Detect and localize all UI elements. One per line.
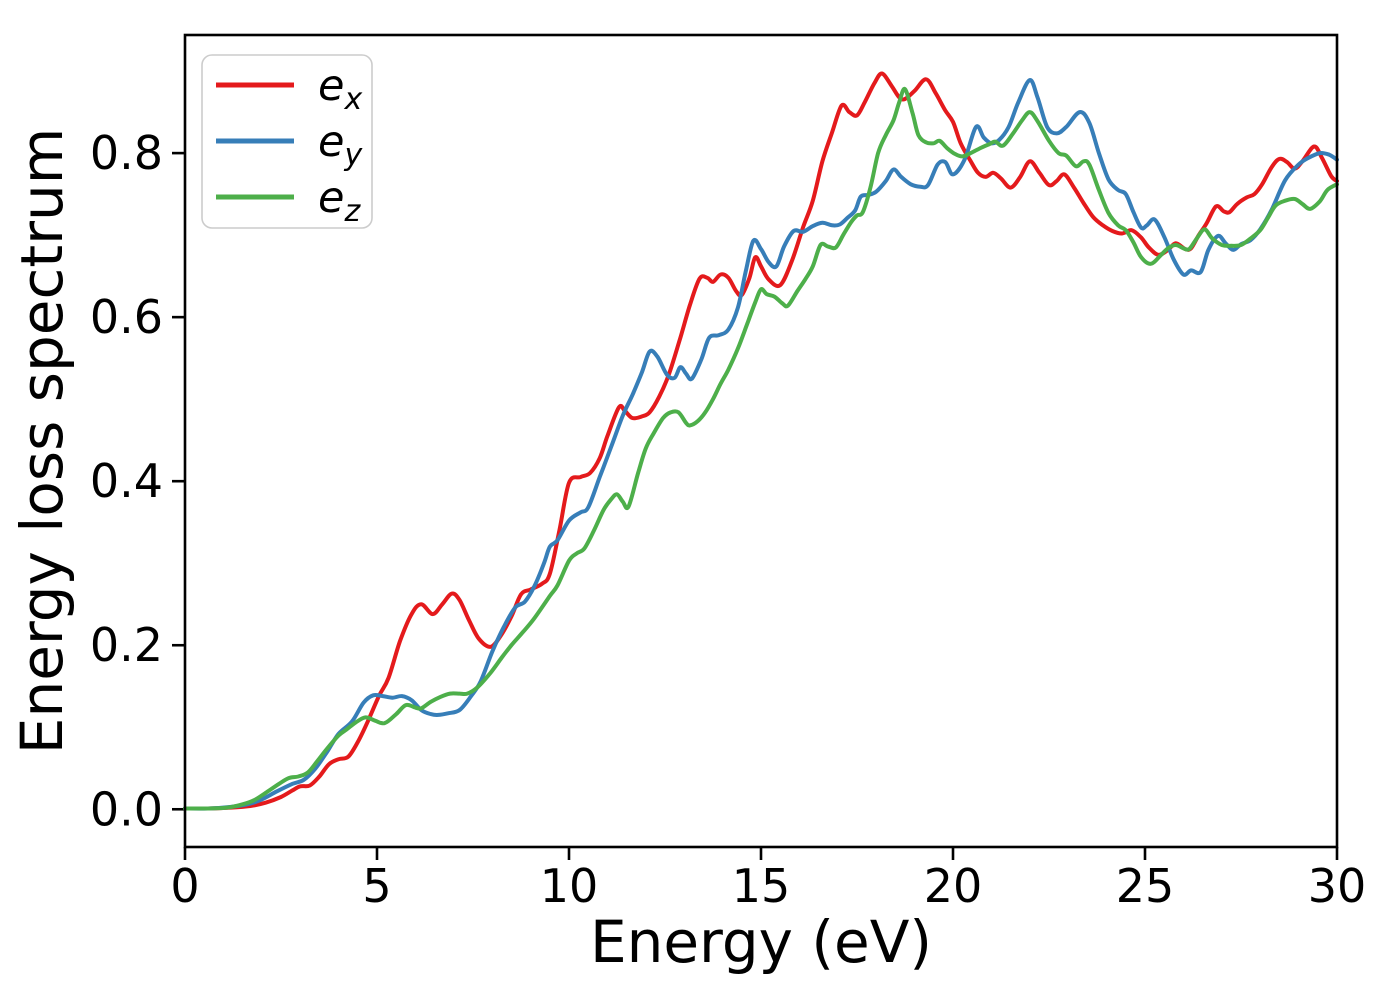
y-tick-label: 0.6 bbox=[90, 290, 163, 344]
x-tick-label: 30 bbox=[1308, 859, 1367, 913]
x-tick-label: 10 bbox=[540, 859, 599, 913]
x-tick-label: 20 bbox=[924, 859, 983, 913]
y-axis-label: Energy loss spectrum bbox=[8, 128, 76, 754]
legend-entry-ex: ex bbox=[216, 61, 362, 117]
legend-label: ex bbox=[318, 61, 362, 117]
legend-entry-ey: ey bbox=[216, 117, 363, 173]
y-tick-label: 0.4 bbox=[90, 454, 163, 508]
x-axis-label: Energy (eV) bbox=[590, 908, 932, 976]
legend-label: ez bbox=[318, 173, 361, 229]
series-line-ey bbox=[183, 78, 1339, 811]
series-group bbox=[183, 71, 1339, 811]
series-line-ez bbox=[183, 86, 1339, 811]
x-tick-label: 0 bbox=[170, 859, 199, 913]
plot-frame bbox=[183, 33, 1339, 849]
legend-entry-ez: ez bbox=[216, 173, 361, 229]
x-tick-label: 25 bbox=[1116, 859, 1175, 913]
y-tick-label: 0.2 bbox=[90, 618, 163, 672]
x-tick-label: 5 bbox=[362, 859, 391, 913]
x-tick-label: 15 bbox=[732, 859, 791, 913]
y-tick-label: 0.8 bbox=[90, 126, 163, 180]
y-tick-label: 0.0 bbox=[90, 782, 163, 836]
legend-label: ey bbox=[318, 117, 363, 173]
